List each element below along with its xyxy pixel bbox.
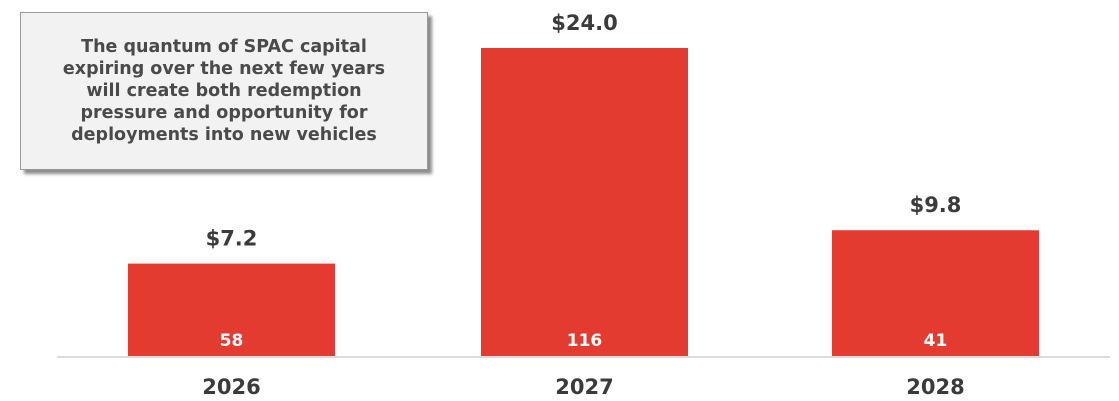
- x-tick-label-2028: 2028: [906, 375, 964, 399]
- callout-box: The quantum of SPAC capital expiring ove…: [20, 12, 428, 170]
- bar-count-label-2027: 116: [567, 331, 603, 351]
- bar-value-label-2028: $9.8: [910, 193, 962, 217]
- bar-value-label-2027: $24.0: [551, 11, 617, 35]
- x-tick-label-2026: 2026: [202, 375, 260, 399]
- bar-count-label-2028: 41: [924, 331, 948, 351]
- bar-2027: [481, 48, 688, 356]
- callout-text: The quantum of SPAC capital expiring ove…: [62, 37, 386, 145]
- bars: [128, 48, 1039, 356]
- bar-2026: [128, 263, 335, 356]
- bar-labels: $7.2 58 2026 $24.0 116 2027 $9.8 41 2028: [202, 11, 964, 399]
- bar-count-label-2026: 58: [220, 331, 244, 351]
- bar-2028: [832, 230, 1039, 356]
- x-tick-label-2027: 2027: [555, 375, 613, 399]
- bar-value-label-2026: $7.2: [206, 227, 258, 251]
